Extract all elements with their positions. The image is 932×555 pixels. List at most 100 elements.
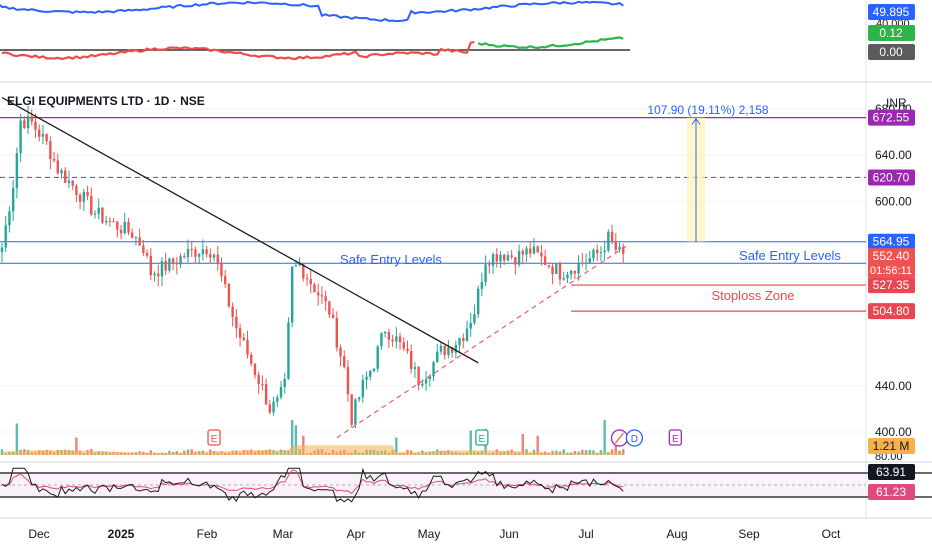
candle-body [324,296,327,302]
candle-body [484,264,487,283]
candle-body [488,264,491,266]
candle-body [331,314,335,318]
volume-bar [603,420,606,455]
volume-bar [290,420,294,455]
top-indicator-badge-bg [868,25,915,41]
price-badge-bg [868,303,915,320]
candle-body [380,333,383,347]
candle-body [168,258,171,271]
price-tick-label: 440.00 [875,379,912,393]
candle-body [97,207,100,214]
candle-body [499,254,502,262]
last-price-label: 552.40 [873,249,910,263]
candle-body [175,262,179,265]
candle-body [242,337,245,340]
candle-body [153,273,156,276]
candle-body [317,292,320,296]
candle-body [391,339,394,342]
price-levels [0,117,866,312]
top-indicator-badge: 0.12 [879,26,903,40]
candle-body [473,314,476,323]
candle-body [558,263,562,280]
candle-body [387,331,391,340]
candle-body [525,248,528,255]
candle-body [581,262,584,264]
candle-body [540,252,543,257]
price-badge: 620.70 [873,170,910,184]
candle-body [398,336,402,343]
volume-bar [190,449,193,455]
candle-body [123,222,126,234]
candle-body [335,317,338,348]
candle-body [261,383,264,385]
price-badge-bg [868,109,915,126]
candle-body [532,246,536,254]
candle-body [220,262,223,277]
candle-body [506,255,510,261]
candle-body [11,188,15,212]
candle-body [372,368,376,371]
candle-body [465,328,469,341]
volume-badge-label: 1.21 M [873,439,910,453]
candle-body [38,129,41,137]
price-badge-bg [868,277,915,294]
candle-body [8,211,11,226]
top-indicator-blue-line [0,0,624,23]
candle-body [216,254,219,263]
candle-body [157,273,160,277]
candle-body [599,252,603,254]
candle-body [56,160,59,174]
candle-body [350,394,353,425]
candle-body [138,237,141,246]
time-axis-label: Sep [738,527,760,541]
price-grid [0,0,932,519]
candle-body [421,383,424,386]
volume-bar [599,450,603,455]
candle-body [354,399,357,425]
price-tick-label: 640.00 [875,148,912,162]
currency-label[interactable]: INR [886,96,907,110]
candle-body [209,254,212,258]
candle-body [134,237,138,239]
candle-body [603,250,606,253]
candle-body [194,249,197,257]
candle-body [78,195,82,202]
candle-body [164,261,167,271]
candle-body [4,225,7,248]
candle-body [71,180,74,186]
candle-body [257,375,260,384]
candle-body [543,256,547,266]
time-axis-label: Apr [347,527,366,541]
candle-body [395,336,398,342]
candle-body [346,367,350,395]
candle-body [369,370,372,377]
candle-body [294,265,298,267]
candles-layer [0,105,625,429]
volume-bar [584,450,588,455]
candle-body [480,282,484,289]
time-axis[interactable]: Dec 2025 Feb Mar Apr May Jun Jul Aug Sep Oct [28,527,841,541]
candle-body [302,263,305,279]
candle-body [447,347,450,356]
candle-body [320,295,324,297]
rsi-line [1,467,624,503]
price-badge: 527.35 [873,278,910,292]
candle-body [227,283,231,307]
candle-body [101,207,104,223]
candle-body [614,241,617,250]
candle-body [529,248,532,254]
safe-entry-label-left: Safe Entry Levels [340,252,442,267]
candle-body [116,221,119,230]
last-price-badge-bg [868,248,915,279]
candle-body [90,196,93,215]
candle-body [119,229,123,234]
volume-bar [610,449,614,455]
candle-body [313,284,316,293]
candle-body [145,253,149,256]
volume-ma-area [2,445,624,455]
candle-body [104,221,108,223]
earnings-event-icon [668,429,682,446]
